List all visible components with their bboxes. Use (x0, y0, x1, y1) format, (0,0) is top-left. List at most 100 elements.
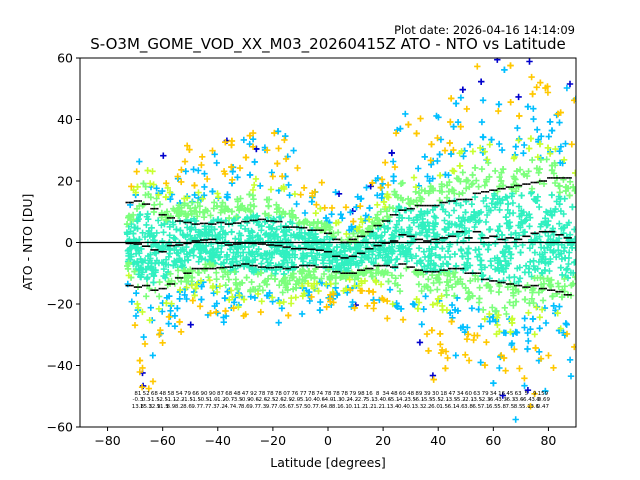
std-marker (292, 226, 295, 228)
scatter-point (533, 304, 540, 311)
std-marker (545, 180, 547, 182)
scatter-point (527, 214, 534, 221)
std-marker (269, 266, 271, 269)
bin-stat-label: 0.1 (406, 404, 415, 410)
scatter-point (188, 210, 195, 218)
std-marker (342, 272, 344, 274)
scatter-point (521, 228, 528, 236)
scatter-point (458, 218, 465, 225)
std-marker (345, 272, 347, 274)
scatter-point (512, 188, 520, 195)
std-marker (446, 269, 448, 271)
scatter-point (192, 208, 200, 215)
std-marker (295, 266, 298, 268)
std-marker (532, 181, 534, 184)
scatter-point (177, 328, 185, 335)
bin-mean-markers (125, 230, 572, 259)
scatter-point (162, 193, 170, 201)
scatter-point (248, 278, 255, 286)
scatter-point (418, 321, 425, 328)
scatter-point (230, 249, 237, 256)
std-marker (294, 266, 296, 268)
std-marker (348, 272, 351, 274)
scatter-point (236, 164, 244, 172)
scatter-point (410, 174, 418, 181)
scatter-point (160, 152, 167, 159)
scatter-point (524, 345, 531, 353)
scatter-point (410, 219, 418, 226)
std-marker (307, 264, 309, 267)
std-marker (135, 200, 137, 202)
std-marker (424, 270, 427, 273)
bin-stat-label: 60 (465, 391, 472, 397)
std-marker (284, 226, 286, 228)
std-marker (314, 264, 316, 267)
std-marker (355, 272, 357, 274)
scatter-point (513, 235, 520, 242)
scatter-point (288, 259, 296, 266)
std-marker (413, 266, 415, 268)
y-tick-label: 20 (57, 174, 73, 189)
std-marker (462, 198, 465, 201)
scatter-point (478, 78, 485, 85)
std-marker (404, 263, 407, 265)
bin-stat-label: -2.7 (356, 397, 367, 403)
std-marker (300, 264, 303, 267)
std-marker (138, 200, 141, 202)
scatter-point (274, 128, 282, 135)
std-marker (236, 222, 238, 224)
scatter-point (372, 233, 379, 241)
std-marker (547, 177, 549, 179)
scatter-point (379, 254, 386, 261)
scatter-point (405, 121, 412, 128)
scatter-point (309, 190, 316, 197)
scatter-point (531, 231, 539, 238)
scatter-point (323, 303, 330, 311)
scatter-point (405, 215, 413, 222)
bin-stat-label: 07 (283, 391, 290, 397)
x-tick-label: −20 (260, 433, 286, 448)
scatter-point (163, 216, 170, 224)
bin-stat-label: -4.2 (397, 397, 408, 403)
std-marker (274, 220, 276, 223)
scatter-point (305, 268, 312, 275)
std-marker (477, 192, 480, 195)
std-marker (517, 284, 519, 287)
std-marker (421, 269, 423, 271)
scatter-point (287, 300, 295, 307)
scatter-point (295, 220, 302, 227)
scatter-point (432, 252, 439, 259)
scatter-point (181, 195, 188, 202)
scatter-point (456, 162, 464, 169)
std-marker (413, 207, 415, 210)
scatter-point (558, 293, 566, 301)
scatter-point (269, 294, 276, 301)
scatter-point (496, 223, 503, 230)
scatter-point (233, 213, 240, 220)
std-marker (507, 186, 509, 188)
scatter-point (138, 384, 146, 391)
scatter-point (559, 159, 566, 167)
std-marker (467, 272, 470, 274)
std-marker (451, 267, 453, 270)
scatter-point (548, 191, 555, 199)
scatter-point (302, 244, 309, 251)
scatter-point (144, 263, 152, 270)
std-marker (504, 281, 506, 284)
scatter-point (513, 168, 521, 175)
std-marker (553, 289, 556, 291)
scatter-point (538, 133, 545, 140)
scatter-point (233, 258, 240, 265)
scatter-point (397, 180, 405, 187)
scatter-point (488, 136, 495, 143)
scatter-point (541, 249, 549, 256)
scatter-point (377, 208, 384, 215)
scatter-point (415, 165, 422, 172)
std-marker (290, 226, 293, 228)
bin-stat-label: 8.6 (241, 404, 250, 410)
scatter-point (474, 63, 481, 70)
std-marker (289, 267, 291, 270)
scatter-point (247, 207, 254, 214)
scatter-point (241, 243, 248, 251)
std-marker (469, 272, 471, 274)
